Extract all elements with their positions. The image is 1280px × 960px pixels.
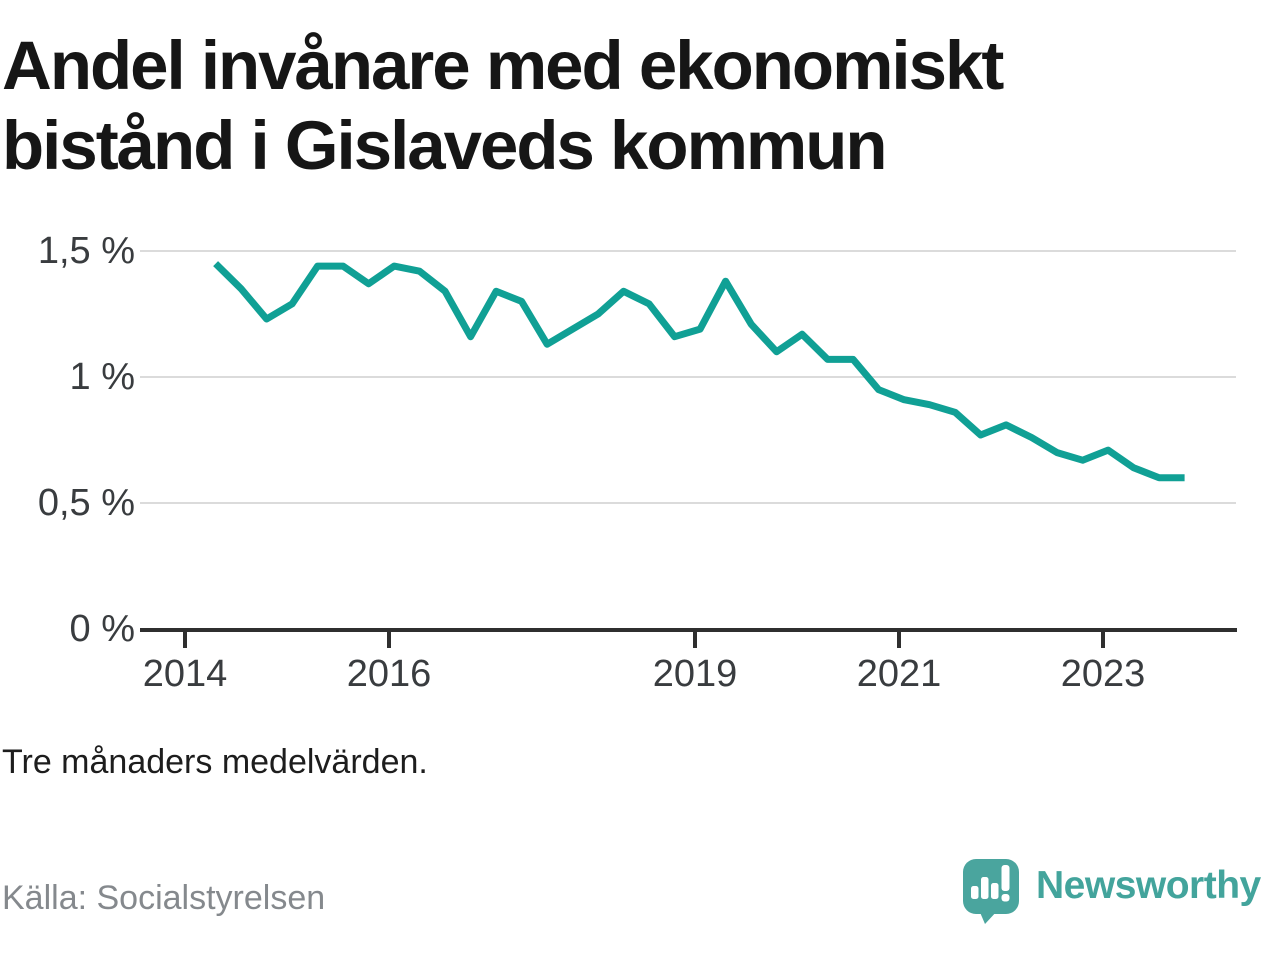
x-axis-label: 2023 — [1060, 653, 1146, 695]
newsworthy-logo: Newsworthy — [963, 859, 1261, 925]
chart-title-line-1: Andel invånare med ekonomiskt — [2, 27, 1004, 104]
chart-note: Tre månaders medelvärden. — [2, 743, 428, 781]
page-title: Andel invånare med ekonomiskt bistånd i … — [2, 26, 1262, 186]
newsworthy-wordmark: Newsworthy — [1036, 864, 1261, 907]
newsworthy-logo-icon — [963, 859, 1019, 924]
x-axis-label: 2016 — [346, 653, 432, 695]
source-credit: Källa: Socialstyrelsen — [2, 879, 326, 917]
x-axis-ticks — [183, 630, 1105, 648]
y-axis-label: 0 % — [69, 608, 135, 650]
y-axis-label: 1,5 % — [37, 230, 135, 272]
gridlines — [140, 250, 1236, 504]
x-axis-label: 2014 — [142, 653, 228, 695]
x-axis-label: 2019 — [652, 653, 738, 695]
chart-title-line-2: bistånd i Gislaveds kommun — [2, 107, 888, 184]
y-axis-label: 1 % — [69, 356, 135, 398]
y-axis-label: 0,5 % — [37, 482, 135, 524]
trend-line — [213, 261, 1185, 482]
x-axis-label: 2021 — [856, 653, 942, 695]
